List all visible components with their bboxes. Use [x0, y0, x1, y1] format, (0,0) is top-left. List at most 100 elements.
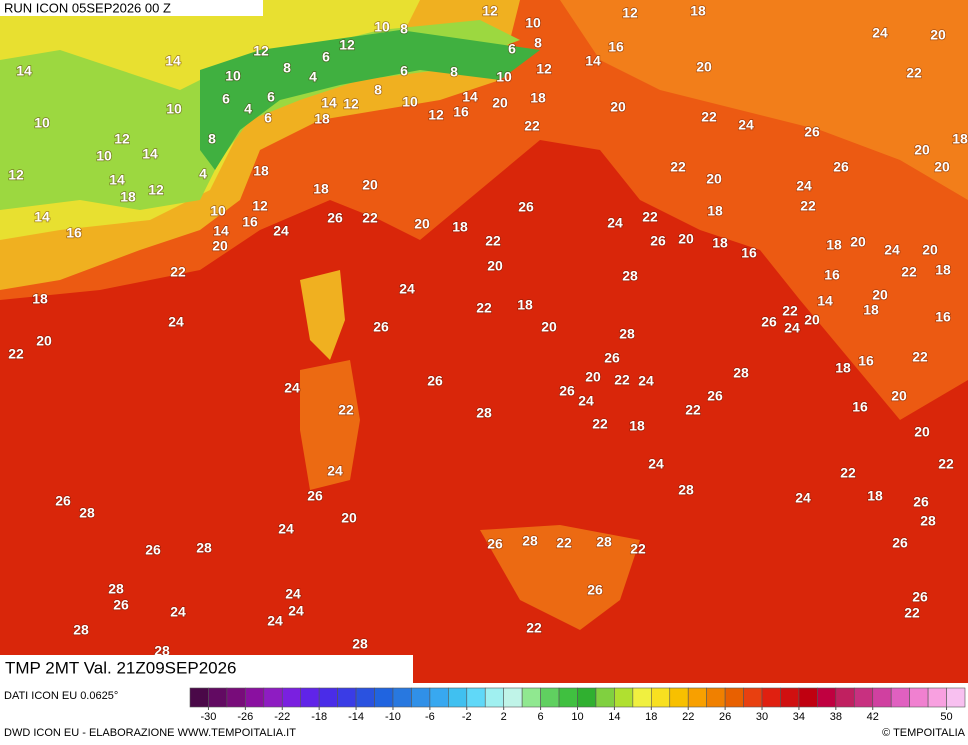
temperature-label: 26	[427, 373, 443, 389]
temperature-label: 10	[525, 15, 541, 31]
legend-swatch	[355, 687, 375, 708]
temperature-label: 6	[508, 41, 516, 57]
temperature-label: 20	[492, 95, 508, 111]
temperature-label: 28	[678, 482, 694, 498]
legend-swatch	[724, 687, 744, 708]
temperature-label: 18	[707, 203, 723, 219]
temperature-label: 26	[518, 199, 534, 215]
temperature-label: 18	[826, 237, 842, 253]
temperature-label: 20	[850, 234, 866, 250]
legend-tick-label: -14	[348, 711, 364, 723]
temperature-label: 12	[622, 5, 638, 21]
legend-swatch	[318, 687, 338, 708]
temperature-label: 12	[536, 61, 552, 77]
temperature-label: 28	[619, 326, 635, 342]
temperature-label: 6	[222, 91, 230, 107]
temperature-label: 18	[32, 291, 48, 307]
temperature-label: 18	[629, 418, 645, 434]
temperature-label: 12	[148, 182, 164, 198]
legend-swatch	[853, 687, 874, 708]
color-legend: -30 -26 -22 -18 -14 -10 -6 -2 2 6 10 14 18 22 26 30 34 38…	[189, 687, 966, 723]
temperature-label: 26	[487, 536, 503, 552]
temperature-label: 16	[66, 225, 82, 241]
temperature-label: 16	[824, 267, 840, 283]
temperature-label: 24	[399, 281, 415, 297]
temperature-label: 20	[541, 319, 557, 335]
temperature-label: 12	[339, 37, 355, 53]
temperature-label: 10	[96, 148, 112, 164]
legend-tick-label: -10	[385, 711, 401, 723]
temperature-label: 20	[934, 159, 950, 175]
temperature-label: 18	[314, 111, 330, 127]
legend-tick-label: 26	[719, 711, 731, 723]
temperature-label: 28	[352, 636, 368, 652]
temperature-label: 26	[761, 314, 777, 330]
temperature-label: 28	[920, 513, 936, 529]
temperature-label: 16	[242, 214, 258, 230]
legend-tick-label: -2	[462, 711, 472, 723]
legend-tick-label: 38	[830, 711, 842, 723]
temperature-label: 22	[670, 159, 686, 175]
temperature-label: 26	[587, 582, 603, 598]
temperature-label: 20	[914, 424, 930, 440]
legend-swatch	[226, 687, 246, 708]
temperature-label: 26	[604, 350, 620, 366]
temperature-label: 20	[585, 369, 601, 385]
temperature-label: 22	[685, 402, 701, 418]
temperature-label: 28	[73, 622, 89, 638]
temperature-label: 20	[706, 171, 722, 187]
temperature-label: 26	[833, 159, 849, 175]
temperature-label: 14	[165, 53, 181, 69]
temperature-label: 18	[952, 131, 968, 147]
temperature-label: 24	[795, 490, 811, 506]
temperature-label: 22	[840, 465, 856, 481]
temperature-label: 10	[496, 69, 512, 85]
temperature-label: 14	[16, 63, 32, 79]
temperature-label: 16	[852, 399, 868, 415]
legend-swatch	[761, 687, 781, 708]
temperature-label: 26	[913, 494, 929, 510]
legend-swatch	[540, 687, 560, 708]
legend-tick-label: 22	[682, 711, 694, 723]
temperature-label: 16	[741, 245, 757, 261]
temperature-label: 20	[678, 231, 694, 247]
temperature-label: 28	[733, 365, 749, 381]
temperature-label: 20	[414, 216, 430, 232]
legend-swatch	[835, 687, 855, 708]
temperature-label: 12	[252, 198, 268, 214]
copyright-label: © TEMPOITALIA	[882, 727, 966, 739]
temperature-label: 18	[935, 262, 951, 278]
temperature-label: 24	[170, 604, 186, 620]
temperature-label: 16	[935, 309, 951, 325]
temperature-label: 12	[428, 107, 444, 123]
temperature-label: 24	[872, 25, 888, 41]
legend-swatch	[245, 687, 265, 708]
temperature-label: 12	[343, 96, 359, 112]
temperature-label: 22	[362, 210, 378, 226]
temperature-label: 18	[517, 297, 533, 313]
legend-swatch	[337, 687, 357, 708]
temperature-label: 14	[213, 223, 229, 239]
legend-swatch	[632, 687, 652, 708]
temperature-label: 18	[313, 181, 329, 197]
header-box	[0, 0, 263, 16]
temperature-label: 8	[208, 131, 216, 147]
temperature-label: 22	[901, 264, 917, 280]
temperature-label: 24	[273, 223, 289, 239]
legend-swatch	[743, 687, 763, 708]
temperature-label: 20	[212, 238, 228, 254]
temperature-label: 24	[796, 178, 812, 194]
temperature-label: 28	[596, 534, 612, 550]
temperature-label: 16	[453, 104, 469, 120]
temperature-label: 10	[374, 19, 390, 35]
temperature-label: 8	[450, 64, 458, 80]
temperature-label: 8	[283, 60, 291, 76]
temperature-label: 28	[108, 581, 124, 597]
temperature-label: 12	[8, 167, 24, 183]
run-label: RUN ICON 05SEP2026 00 Z	[4, 0, 171, 15]
legend-tick-label: -6	[425, 711, 435, 723]
temperature-label: 22	[800, 198, 816, 214]
temperature-label: 8	[400, 21, 408, 37]
legend-swatch	[448, 687, 468, 708]
